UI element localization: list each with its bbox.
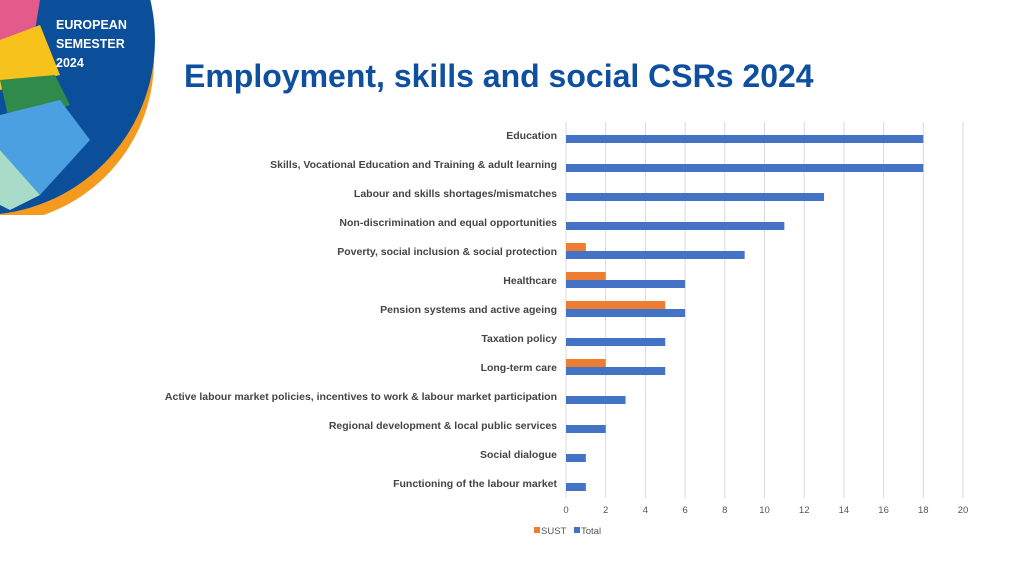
x-tick-label: 14 bbox=[839, 505, 850, 516]
x-tick-label: 6 bbox=[682, 505, 687, 516]
bar-total-healthcare bbox=[566, 280, 686, 288]
category-label-active-labour-market-policies-incentives-to-work-labour-market-participation: Active labour market policies, incentive… bbox=[165, 391, 557, 403]
logo-pink-petal bbox=[0, 0, 40, 45]
logo-light-blue-petal bbox=[0, 100, 90, 195]
bar-total-skills-vocational-education-and-training-adult-learning bbox=[566, 164, 924, 172]
legend-swatch-sust bbox=[534, 527, 540, 533]
bar-total-labour-and-skills-shortages-mismatches bbox=[566, 193, 825, 201]
bar-total-education bbox=[566, 135, 924, 143]
bar-total-non-discrimination-and-equal-opportunities bbox=[566, 222, 785, 230]
x-tick-label: 2 bbox=[603, 505, 608, 516]
logo-text: EUROPEAN SEMESTER 2024 bbox=[56, 16, 127, 73]
bar-sust-long-term-care bbox=[566, 359, 606, 367]
category-label-functioning-of-the-labour-market: Functioning of the labour market bbox=[393, 478, 557, 490]
x-tick-label: 0 bbox=[563, 505, 568, 516]
logo-yellow-petal bbox=[0, 25, 60, 90]
logo-mint-petal bbox=[0, 150, 40, 210]
logo-line-2: SEMESTER bbox=[56, 37, 125, 51]
bar-total-regional-development-local-public-services bbox=[566, 425, 606, 433]
bar-sust-poverty-social-inclusion-social-protection bbox=[566, 243, 586, 251]
bar-total-active-labour-market-policies-incentives-to-work-labour-market-participation bbox=[566, 396, 626, 404]
bar-total-social-dialogue bbox=[566, 454, 586, 462]
x-tick-label: 8 bbox=[722, 505, 727, 516]
legend-swatch-total bbox=[574, 527, 580, 533]
x-tick-label: 12 bbox=[799, 505, 810, 516]
category-label-social-dialogue: Social dialogue bbox=[480, 449, 557, 461]
chart-bars bbox=[566, 135, 924, 491]
chart-category-labels: Education Skills, Vocational Education an… bbox=[165, 130, 558, 490]
bar-sust-pension-systems-and-active-ageing bbox=[566, 301, 666, 309]
european-semester-logo bbox=[0, 0, 155, 215]
bar-total-taxation-policy bbox=[566, 338, 666, 346]
logo-line-3: 2024 bbox=[56, 56, 84, 70]
x-tick-label: 16 bbox=[878, 505, 889, 516]
category-label-healthcare: Healthcare bbox=[503, 275, 557, 287]
category-label-regional-development-local-public-services: Regional development & local public serv… bbox=[329, 420, 557, 432]
chart-x-tick-labels: 0 2 4 6 8 10 12 14 16 18 20 bbox=[563, 505, 968, 516]
chart-legend: SUST Total bbox=[534, 526, 601, 537]
category-label-poverty-social-inclusion-social-protection: Poverty, social inclusion & social prote… bbox=[337, 246, 557, 258]
logo-line-1: EUROPEAN bbox=[56, 18, 127, 32]
category-label-non-discrimination-and-equal-opportunities: Non-discrimination and equal opportuniti… bbox=[339, 217, 557, 229]
legend-label-sust: SUST bbox=[541, 526, 567, 537]
category-label-taxation-policy: Taxation policy bbox=[481, 333, 557, 345]
category-label-long-term-care: Long-term care bbox=[481, 362, 558, 374]
legend-label-total: Total bbox=[581, 526, 601, 537]
x-tick-label: 4 bbox=[643, 505, 648, 516]
bar-total-poverty-social-inclusion-social-protection bbox=[566, 251, 745, 259]
category-label-education: Education bbox=[506, 130, 557, 142]
page-title: Employment, skills and social CSRs 2024 bbox=[184, 58, 814, 94]
category-label-labour-and-skills-shortages-mismatches: Labour and skills shortages/mismatches bbox=[354, 188, 557, 200]
bar-total-long-term-care bbox=[566, 367, 666, 375]
bar-sust-healthcare bbox=[566, 272, 606, 280]
bar-total-functioning-of-the-labour-market bbox=[566, 483, 586, 491]
bar-total-pension-systems-and-active-ageing bbox=[566, 309, 686, 317]
x-tick-label: 10 bbox=[759, 505, 770, 516]
category-label-pension-systems-and-active-ageing: Pension systems and active ageing bbox=[380, 304, 557, 316]
category-label-skills-vocational-education-and-training-adult-learning: Skills, Vocational Education and Trainin… bbox=[270, 159, 557, 171]
x-tick-label: 20 bbox=[958, 505, 969, 516]
x-tick-label: 18 bbox=[918, 505, 929, 516]
